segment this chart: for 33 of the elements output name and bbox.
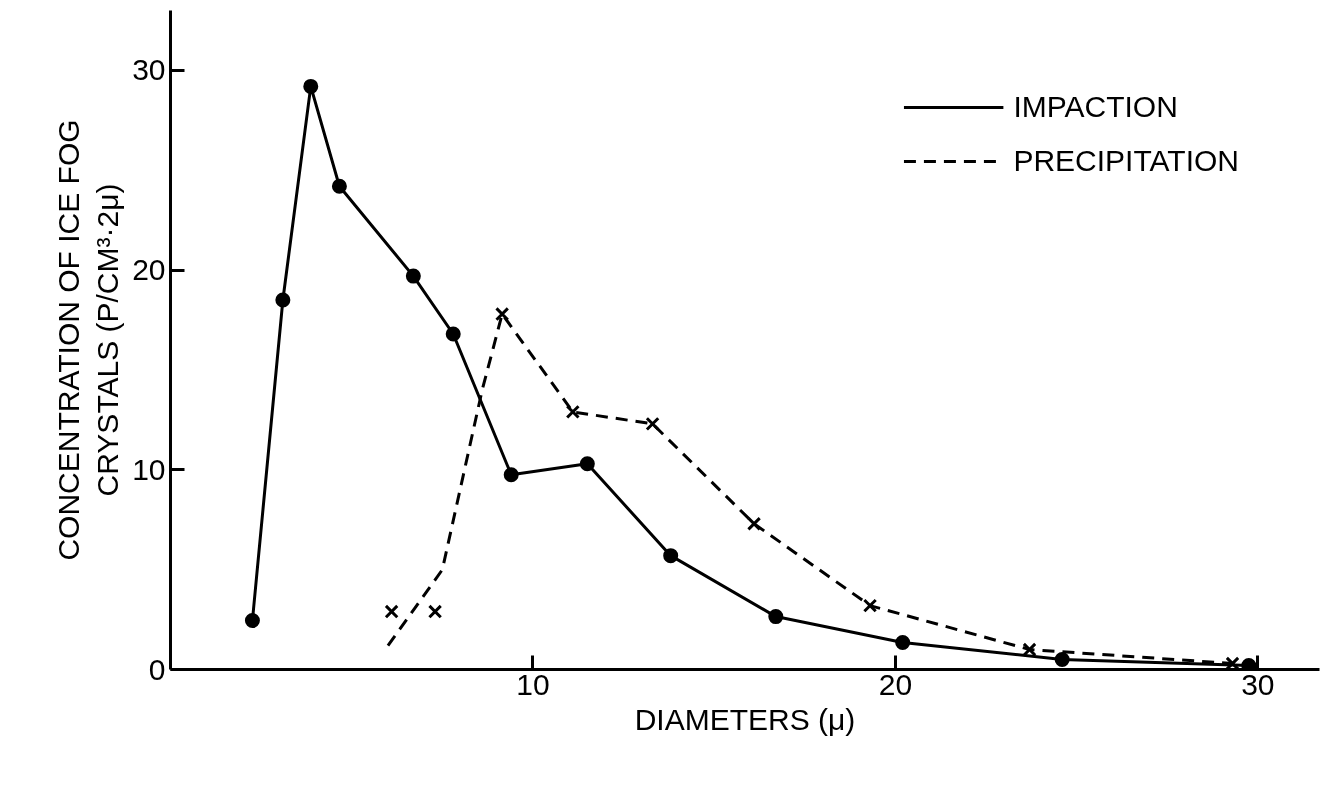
point: [244, 613, 260, 629]
point: [1225, 656, 1240, 670]
y-tick-label: 30: [132, 53, 166, 87]
point: [645, 416, 660, 432]
legend-label: PRECIPITATION: [1013, 144, 1239, 178]
point: [663, 548, 679, 564]
point: [303, 78, 319, 94]
point: [275, 292, 291, 308]
x-tick-label: 30: [1241, 667, 1275, 701]
point: [331, 178, 347, 194]
y-axis-title: CONCENTRATION OF ICE FOG CRYSTALS (P/CM³·2μ): [51, 119, 125, 561]
point: [445, 326, 461, 342]
point: [1022, 642, 1037, 657]
point: [565, 404, 580, 420]
x-axis-title: DIAMETERS (μ): [634, 702, 856, 736]
point: [427, 604, 443, 619]
point: [1241, 658, 1257, 670]
point: [862, 598, 878, 613]
legend-label: IMPACTION: [1013, 90, 1178, 124]
point: [746, 516, 762, 531]
y-tick-label: 10: [132, 452, 166, 486]
point: [494, 306, 510, 322]
point: [1054, 652, 1070, 667]
y-tick-label: 0: [148, 652, 166, 686]
point: [405, 268, 421, 284]
x-tick-label: 20: [878, 667, 913, 701]
point: [579, 456, 595, 472]
x-tick-label: 10: [516, 667, 550, 701]
point: [895, 635, 911, 651]
point: [503, 467, 519, 483]
point: [768, 609, 784, 625]
point: [384, 604, 399, 619]
y-tick-label: 20: [132, 253, 166, 287]
